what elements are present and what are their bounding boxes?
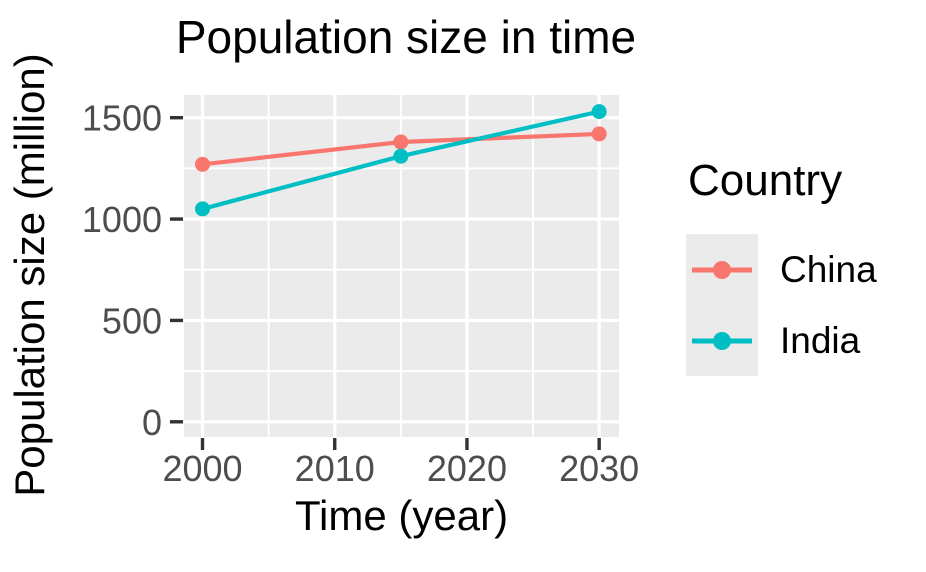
y-tick-label-500: 500	[102, 300, 162, 341]
x-tick-label-2020: 2020	[427, 448, 507, 489]
y-tick-label-1000: 1000	[82, 199, 162, 240]
data-point-india-2015	[393, 148, 409, 164]
legend-title: Country	[688, 156, 843, 205]
x-tick-label-2000: 2000	[162, 448, 242, 489]
legend-glyph-india-icon	[692, 331, 752, 350]
legend-label-india: India	[780, 319, 861, 361]
x-tick-label-2030: 2030	[559, 448, 639, 489]
x-axis-title: Time (year)	[294, 492, 509, 539]
legend: Country China India	[686, 156, 877, 376]
y-tick-label-0: 0	[142, 402, 162, 443]
x-tick-label-2010: 2010	[295, 448, 375, 489]
y-tick-label-1500: 1500	[82, 98, 162, 139]
data-point-india-2000	[195, 201, 211, 217]
legend-label-china: China	[780, 248, 877, 290]
legend-swatch-china	[686, 234, 758, 305]
legend-key-china: China	[686, 234, 877, 305]
legend-swatch-india	[686, 305, 758, 376]
legend-keys: China India	[686, 234, 877, 376]
data-point-india-2030	[591, 104, 607, 120]
legend-glyph-china-icon	[692, 260, 752, 279]
data-point-china-2030	[591, 126, 607, 142]
chart-title: Population size in time	[175, 11, 637, 63]
data-point-china-2015	[393, 134, 409, 150]
legend-key-india: India	[686, 305, 877, 376]
data-point-china-2000	[195, 156, 211, 172]
